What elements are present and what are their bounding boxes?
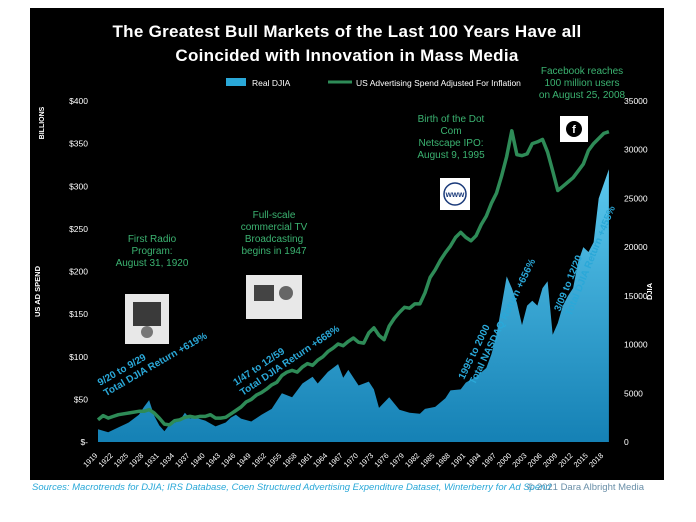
legend-swatch-djia [226, 78, 246, 86]
x-axis-tick-label: 1967 [326, 451, 344, 469]
x-axis-tick-label: 1934 [158, 451, 176, 469]
left-axis-tick-label: $400 [69, 96, 88, 106]
right-axis-title: DJIA [645, 282, 654, 300]
left-axis-tick-label: $100 [69, 352, 88, 362]
series-line-ad-spend [96, 129, 610, 427]
left-axis-tick-label: $50 [74, 394, 88, 404]
right-axis-tick-label: 0 [624, 437, 629, 447]
left-axis-tick-label: $250 [69, 224, 88, 234]
footer-sources: Sources: Macrotrends for DJIA; IRS Datab… [32, 482, 551, 493]
right-axis-tick-label: 20000 [624, 242, 648, 252]
x-axis-tick-label: 1973 [357, 451, 375, 469]
x-axis-tick-label: 2000 [495, 451, 513, 469]
annotation-dotcom-line: Birth of the Dot [418, 114, 485, 125]
annotation-radio-line: August 31, 1920 [116, 258, 189, 269]
www-globe-icon: www [440, 178, 470, 210]
footer-credit: © 2021 Dara Albright Media [527, 482, 644, 493]
x-axis-tick-label: 1940 [189, 451, 207, 469]
left-axis-tick-label: $300 [69, 181, 88, 191]
annotation-dotcom-line: Netscape IPO: [418, 138, 483, 149]
annotation-tv-line: begins in 1947 [241, 246, 306, 257]
left-axis-tick-label: $200 [69, 267, 88, 277]
annotation-dotcom-line: August 9, 1995 [417, 150, 485, 161]
x-axis-tick-label: 2003 [510, 451, 528, 469]
right-axis-tick-label: 35000 [624, 96, 648, 106]
facebook-icon-label: f [572, 124, 576, 136]
left-axis-unit-label: BILLIONS [39, 106, 46, 139]
x-axis-tick-label: 2012 [556, 451, 574, 469]
chart-title-line-1: The Greatest Bull Markets of the Last 10… [112, 22, 582, 41]
x-axis-tick-label: 1928 [127, 451, 145, 469]
x-axis-tick-label: 1991 [449, 451, 467, 469]
x-axis-tick-label: 2018 [587, 451, 605, 469]
x-axis-tick-label: 1976 [372, 451, 390, 469]
series-area-real-djia [98, 169, 609, 442]
footer: Sources: Macrotrends for DJIA; IRS Datab… [30, 482, 664, 496]
x-axis-tick-label: 2015 [572, 451, 590, 469]
x-axis-tick-label: 1955 [265, 451, 283, 469]
right-axis-tick-label: 30000 [624, 145, 648, 155]
x-axis-tick-label: 1988 [434, 451, 452, 469]
x-axis-tick-label: 1943 [204, 451, 222, 469]
annotation-tv-line: Broadcasting [245, 234, 303, 245]
facebook-icon-circle [566, 121, 582, 137]
tv-photo-screen [254, 285, 274, 301]
x-axis-tick-label: 1937 [173, 451, 191, 469]
left-axis-tick-label: $- [80, 437, 88, 447]
x-axis-tick-label: 1931 [143, 451, 161, 469]
x-axis-tick-label: 1997 [480, 451, 498, 469]
annotation-radio-line: Program: [131, 246, 172, 257]
annotation-facebook-line: Facebook reaches [541, 66, 623, 77]
annotation-dotcom-line: Com [440, 126, 461, 137]
x-axis-tick-label: 2006 [526, 451, 544, 469]
right-axis-tick-label: 5000 [624, 388, 643, 398]
chart-panel: The Greatest Bull Markets of the Last 10… [30, 8, 664, 480]
x-axis-tick-label: 1949 [235, 451, 253, 469]
annotation-radio-line: First Radio [128, 234, 177, 245]
left-axis-tick-label: $350 [69, 139, 88, 149]
x-axis-tick-label: 1994 [464, 451, 482, 469]
tv-photo-icon [246, 275, 302, 319]
legend-label-djia: Real DJIA [252, 78, 291, 88]
www-icon-globe [443, 182, 467, 206]
left-axis-tick-label: $150 [69, 309, 88, 319]
x-axis-tick-label: 1958 [280, 451, 298, 469]
x-axis-tick-label: 1970 [342, 451, 360, 469]
x-axis-tick-label: 1925 [112, 451, 130, 469]
x-axis-tick-label: 2009 [541, 451, 559, 469]
x-axis-tick-label: 1922 [97, 451, 115, 469]
annotation-facebook-line: on August 25, 2008 [539, 90, 626, 101]
x-axis-tick-label: 1979 [388, 451, 406, 469]
annotation-facebook-line: 100 million users [544, 78, 619, 89]
x-axis-tick-label: 1946 [219, 451, 237, 469]
x-axis-tick-label: 1919 [81, 451, 99, 469]
radio-photo-figure [141, 326, 153, 338]
annotation-tv-line: commercial TV [241, 222, 308, 233]
x-axis-tick-label: 1982 [403, 451, 421, 469]
radio-photo-set [133, 302, 161, 326]
tv-photo-figure [279, 286, 293, 300]
right-axis-tick-label: 10000 [624, 340, 648, 350]
www-icon-label: www [445, 190, 465, 199]
right-axis-tick-label: 15000 [624, 291, 648, 301]
annotation-tv-line: Full-scale [253, 210, 296, 221]
legend-label-adspend: US Advertising Spend Adjusted For Inflat… [356, 78, 521, 88]
x-axis-tick-label: 1985 [418, 451, 436, 469]
facebook-logo-icon: f [560, 116, 588, 142]
right-axis-tick-label: 25000 [624, 193, 648, 203]
x-axis-tick-label: 1964 [311, 451, 329, 469]
x-axis-tick-label: 1952 [250, 451, 268, 469]
radio-photo-icon [125, 294, 169, 344]
x-axis-tick-label: 1961 [296, 451, 314, 469]
chart-title-line-2: Coincided with Innovation in Mass Media [175, 46, 519, 65]
chart-svg: Real DJIA US Advertising Spend Adjusted F… [33, 66, 654, 469]
left-axis-title: US AD SPEND [33, 265, 42, 317]
